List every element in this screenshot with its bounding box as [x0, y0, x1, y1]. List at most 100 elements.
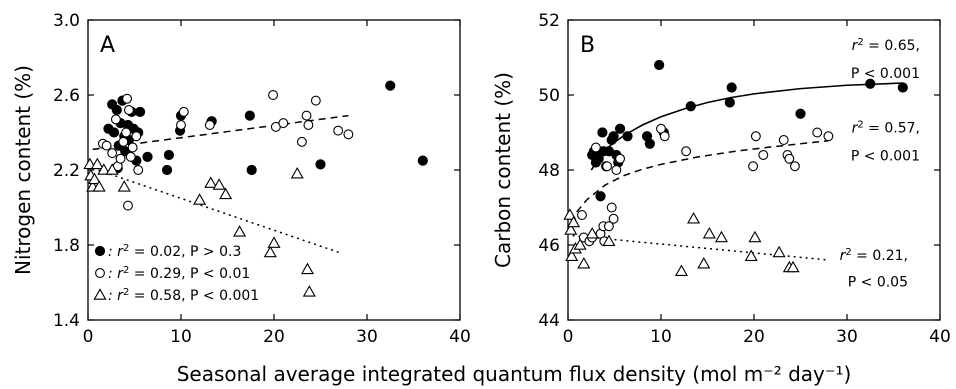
panel-a-y-tick-label: 2.2 — [53, 161, 80, 181]
panel-a-point-filled-circle — [315, 159, 326, 170]
panel-b-point-open-triangle — [702, 227, 716, 239]
panel-b-point-open-triangle — [744, 249, 758, 262]
panel-b-point-filled-circle — [595, 191, 606, 202]
panel-b-point-filled-circle — [644, 138, 655, 149]
panel-b-point-filled-circle — [685, 101, 696, 112]
panel-b-point-open-circle — [659, 131, 670, 142]
panel-a-x-tick-label: 30 — [356, 327, 378, 347]
panel-a-point-filled-circle — [108, 127, 120, 138]
panel-a-point-filled-circle — [244, 110, 255, 121]
panel-b-point-open-triangle — [697, 257, 711, 269]
panel-a-point-filled-circle — [246, 164, 257, 176]
panel-b-point-filled-circle — [614, 123, 626, 134]
panel-a-nitrogen: 0 10 20 30 40 1.4 1.8 2.2 2.6 3.0 Nitrogen content… — [11, 11, 471, 347]
panel-b-point-open-triangle — [563, 208, 577, 220]
panel-b-stat-line1: r2 = 0.65, — [852, 37, 920, 54]
panel-a-point-open-circle — [178, 106, 189, 117]
panel-a-x-tick-label: 40 — [449, 327, 471, 347]
panel-b-point-filled-circle — [865, 78, 876, 89]
panel-a-point-open-triangle — [204, 176, 218, 188]
panel-a-point-filled-circle — [142, 151, 153, 162]
panel-b-point-open-triangle — [577, 257, 591, 269]
panel-b-point-open-circle — [750, 131, 761, 142]
panel-a-point-open-circle — [121, 127, 132, 138]
panel-a-point-open-circle — [133, 165, 144, 175]
panel-a-point-open-circle — [333, 125, 344, 136]
panel-a-y-tick-label: 1.4 — [53, 311, 80, 331]
panel-a-point-open-circle — [101, 140, 112, 151]
panel-a-x-tick-label: 0 — [83, 327, 94, 347]
panel-b-point-filled-circle — [795, 108, 806, 119]
panel-b-y-tick-label: 50 — [538, 86, 560, 106]
panel-a-legend-marker — [95, 268, 105, 278]
panel-a-y-tick-label: 1.8 — [53, 236, 80, 256]
panel-b-y-tick-label: 44 — [538, 311, 560, 331]
panel-b-point-open-circle — [823, 131, 834, 142]
panel-a-legend-label: : r2 = 0.02, P > 0.3 — [108, 243, 241, 260]
panel-b-point-filled-circle — [622, 131, 633, 142]
panel-a-point-open-circle — [118, 136, 129, 147]
panel-b-y-axis-title: Carbon content (%) — [491, 72, 515, 268]
panel-a-point-open-circle — [110, 114, 121, 125]
panel-a-point-open-circle — [278, 118, 289, 129]
panel-a-point-open-triangle — [290, 167, 304, 179]
panel-b-point-open-triangle — [772, 245, 786, 258]
panel-a-point-open-triangle — [117, 180, 131, 192]
panel-a-point-open-triangle — [212, 178, 226, 190]
panel-a-legend-marker — [93, 288, 107, 300]
panel-a-point-filled-circle — [134, 106, 146, 117]
panel-a-legend-label: : r2 = 0.58, P < 0.001 — [108, 287, 259, 304]
panel-b-point-open-circle — [576, 210, 587, 220]
panel-a-trend-dotted — [92, 167, 340, 254]
panel-b-point-filled-circle — [593, 153, 604, 164]
panel-b-point-open-circle — [789, 161, 800, 172]
panel-b-x-tick-label: 30 — [836, 327, 858, 347]
panel-b-stat-line2: P < 0.001 — [851, 149, 920, 165]
panel-b-point-open-triangle — [674, 264, 689, 277]
panel-b-point-filled-circle — [654, 59, 665, 71]
x-axis-title: Seasonal average integrated quantum flux… — [177, 362, 852, 386]
panel-b-x-tick-label: 0 — [563, 327, 574, 347]
panel-b-y-tick-label: 52 — [538, 11, 560, 31]
panel-b-point-open-circle — [748, 161, 759, 172]
panel-b-y-tick-label: 48 — [538, 161, 560, 181]
panel-a-point-filled-circle — [385, 80, 396, 91]
panel-a-y-tick-label: 3.0 — [53, 11, 80, 31]
panel-b-point-open-circle — [784, 153, 795, 164]
panel-b-point-open-triangle — [565, 249, 579, 262]
panel-b-stat-line2: P < 0.001 — [851, 66, 920, 82]
panel-b-point-filled-circle — [897, 82, 908, 93]
panel-b-point-open-triangle — [748, 230, 762, 243]
panel-b-point-open-circle — [681, 146, 692, 157]
panel-a-point-filled-circle — [163, 149, 175, 161]
panel-b-point-open-triangle — [585, 227, 599, 239]
panel-a-x-tick-label: 10 — [170, 327, 192, 347]
panel-b-x-tick-label: 10 — [650, 327, 672, 347]
panel-b-point-filled-circle — [724, 97, 735, 108]
panel-a-point-open-triangle — [219, 187, 233, 200]
panel-a-point-open-circle — [310, 95, 321, 106]
panel-b-point-open-circle — [812, 127, 823, 138]
panel-a-point-open-circle — [176, 120, 186, 130]
panel-b-point-open-triangle — [786, 260, 800, 273]
panel-a-point-filled-circle — [417, 155, 428, 166]
panel-b-point-open-circle — [611, 165, 622, 175]
panel-b-stat-line1: r2 = 0.21, — [840, 247, 908, 264]
panel-b-point-open-triangle — [602, 234, 616, 246]
panel-a-point-open-circle — [303, 120, 314, 130]
panel-b-point-open-circle — [590, 142, 601, 153]
panel-a-point-filled-circle — [161, 164, 173, 176]
panel-a-point-open-circle — [343, 129, 354, 140]
panel-a-point-open-triangle — [92, 180, 106, 192]
panel-a-point-open-triangle — [97, 163, 111, 175]
panel-b-trend-dotted — [572, 234, 829, 261]
panel-a-point-open-circle — [107, 148, 118, 159]
panel-b-carbon: 0 10 20 30 40 44 46 48 50 52 Carbon content (%) B r2… — [491, 11, 951, 347]
panel-a-point-open-circle — [123, 105, 134, 115]
panel-a-point-open-triangle — [267, 236, 281, 248]
panel-a-point-open-triangle — [263, 245, 277, 258]
panel-b-point-open-circle — [778, 135, 789, 145]
panel-b-stat-line1: r2 = 0.57, — [852, 120, 920, 137]
panel-b-y-tick-label: 46 — [538, 236, 560, 256]
panel-b-point-open-circle — [608, 213, 619, 224]
